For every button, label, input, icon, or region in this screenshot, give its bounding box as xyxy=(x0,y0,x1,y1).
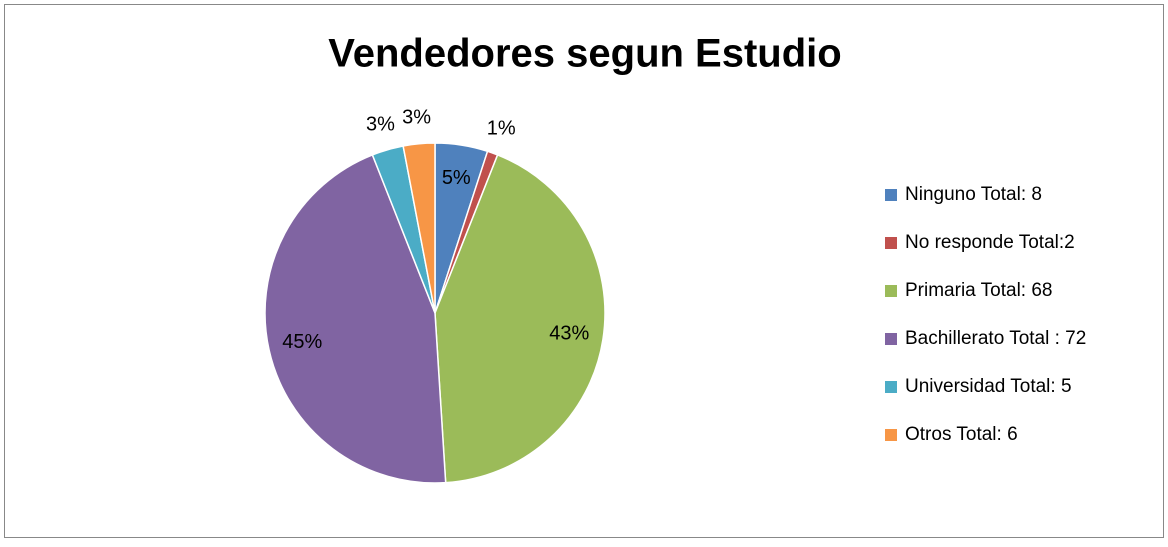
legend-swatch xyxy=(885,189,897,201)
data-label: 43% xyxy=(549,323,589,345)
legend-label: Bachillerato Total : 72 xyxy=(905,328,1086,349)
data-label: 3% xyxy=(402,107,431,129)
data-label: 1% xyxy=(487,117,516,139)
legend-label: Universidad Total: 5 xyxy=(905,376,1072,397)
legend-swatch xyxy=(885,237,897,249)
pie-slice xyxy=(402,142,436,314)
pie-slice xyxy=(434,153,606,484)
legend-swatch xyxy=(885,333,897,345)
data-label: 5% xyxy=(442,167,471,189)
legend-label: Primaria Total: 68 xyxy=(905,280,1053,301)
legend-swatch xyxy=(885,381,897,393)
legend-label: Otros Total: 6 xyxy=(905,424,1018,445)
data-label: 45% xyxy=(282,331,322,353)
data-label: 3% xyxy=(366,114,395,136)
legend-swatch xyxy=(885,285,897,297)
legend-label: No responde Total:2 xyxy=(905,232,1075,253)
pie-slice xyxy=(264,153,447,484)
legend-swatch xyxy=(885,429,897,441)
legend-label: Ninguno Total: 8 xyxy=(905,184,1042,205)
chart-title: Vendedores segun Estudio xyxy=(328,32,841,76)
